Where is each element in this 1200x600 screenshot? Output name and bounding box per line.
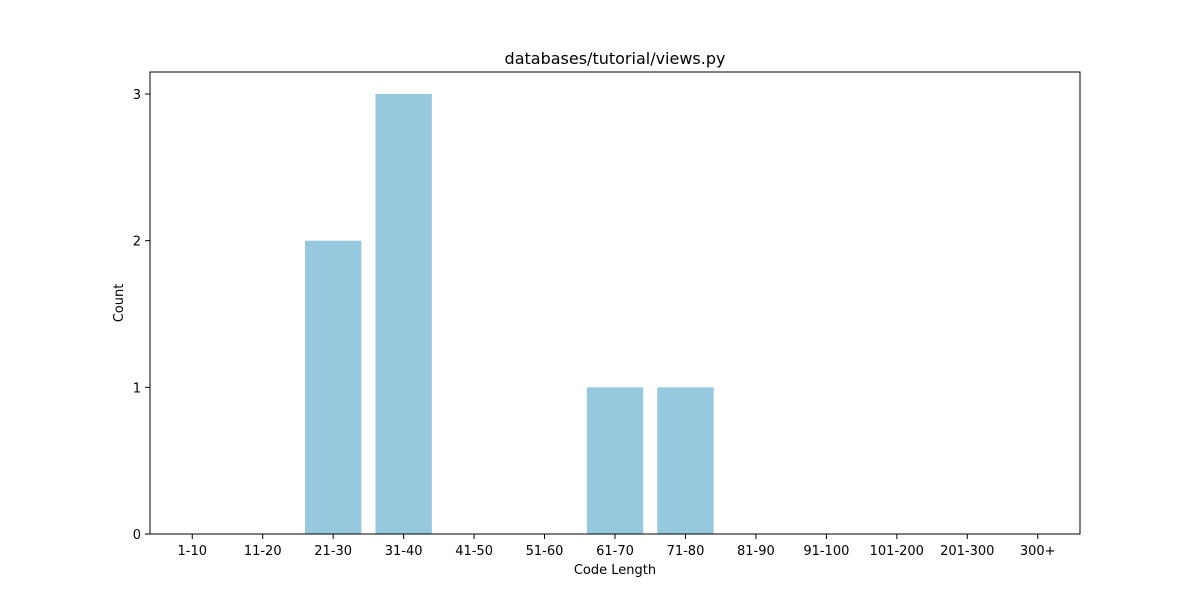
y-tick-label: 3 [133,88,141,103]
x-tick-label: 21-30 [314,544,352,559]
x-tick-label: 300+ [1020,544,1056,559]
bar-61-70 [586,387,644,534]
x-tick-label: 201-300 [940,544,994,559]
x-tick-label: 61-70 [596,544,634,559]
chart-title: databases/tutorial/views.py [505,49,726,68]
x-tick-label: 71-80 [667,544,705,559]
x-tick-label: 51-60 [526,544,564,559]
x-tick-label: 11-20 [244,544,282,559]
bar-71-80 [657,387,714,534]
x-tick-label: 31-40 [385,544,423,559]
x-tick-label: 91-100 [803,544,849,559]
x-tick-label: 101-200 [870,544,924,559]
x-axis-ticks: 1-10 11-20 21-30 31-40 41-50 51-60 61-70 71-80 8… [178,534,1056,559]
y-tick-label: 1 [133,381,141,396]
x-tick-label: 41-50 [455,544,493,559]
x-tick-label: 1-10 [178,544,208,559]
y-axis-label: Count [112,284,127,323]
x-axis-label: Code Length [574,563,656,578]
y-tick-label: 2 [133,235,141,250]
bars-group [305,94,714,534]
x-tick-label: 81-90 [737,544,775,559]
y-axis-ticks: 0 1 2 3 [133,88,150,543]
y-tick-label: 0 [133,528,141,543]
bar-31-40 [375,94,432,534]
bar-21-30 [305,240,362,534]
plot-frame [149,71,1081,535]
